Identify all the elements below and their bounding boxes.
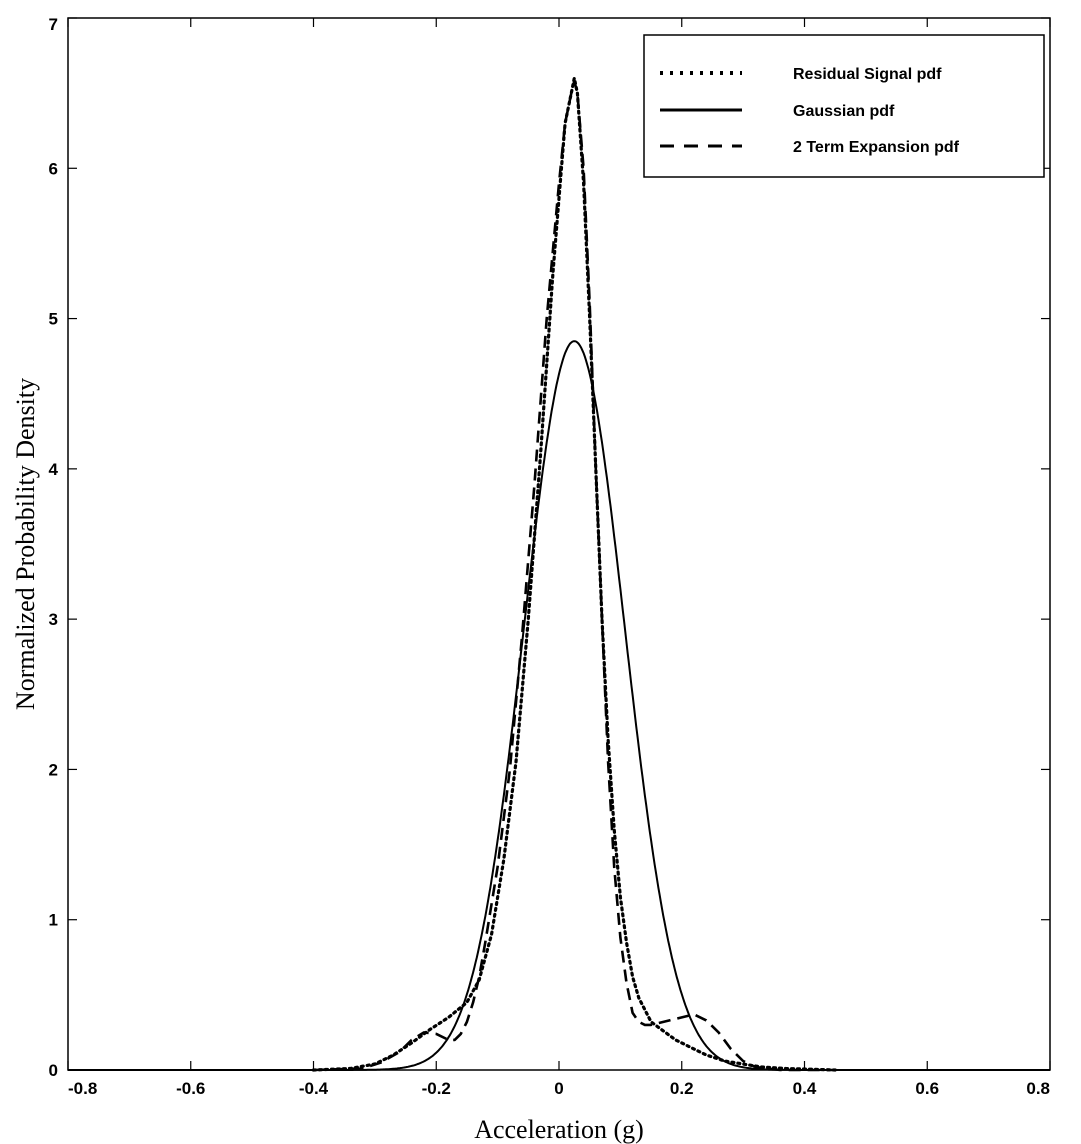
series-residual-line <box>311 76 837 1072</box>
x-tick-label: 0.8 <box>1026 1079 1050 1098</box>
axes-frame <box>67 17 1051 1071</box>
y-tick-label: 6 <box>49 159 58 178</box>
x-tick-label: -0.4 <box>299 1079 329 1098</box>
y-axis-title: Normalized Probability Density <box>11 378 40 710</box>
x-tick-label: -0.8 <box>68 1079 97 1098</box>
y-tick-label: 4 <box>49 460 59 479</box>
y-tick-label: 2 <box>49 760 58 779</box>
legend-label-gaussian: Gaussian pdf <box>793 103 895 120</box>
plot-area <box>68 76 1050 1072</box>
legend-label-expansion: 2 Term Expansion pdf <box>793 139 960 156</box>
legend: Residual Signal pdf Gaussian pdf 2 Term … <box>643 34 1045 178</box>
y-tick-label: 1 <box>49 911 58 930</box>
x-tick-label: -0.2 <box>422 1079 451 1098</box>
y-tick-label: 3 <box>49 610 58 629</box>
legend-box <box>643 34 1045 178</box>
legend-label-residual: Residual Signal pdf <box>793 66 942 83</box>
y-tick-label: 0 <box>49 1061 58 1080</box>
x-tick-label: 0.2 <box>670 1079 694 1098</box>
y-tick-label: 5 <box>49 310 58 329</box>
x-axis-title: Acceleration (g) <box>474 1115 644 1144</box>
x-tick-label: 0.6 <box>915 1079 939 1098</box>
axis-ticks: -0.8 -0.6 -0.4 -0.2 0 0.2 0.4 0.6 0.8 0 1 2 3 4 5 6 7 <box>49 15 1051 1098</box>
y-tick-label: 7 <box>49 15 58 34</box>
series-gaussian-line <box>68 340 1050 1071</box>
series-expansion-line <box>313 79 836 1072</box>
x-tick-label: -0.6 <box>176 1079 205 1098</box>
x-tick-label: 0.4 <box>793 1079 817 1098</box>
x-tick-label: 0 <box>554 1079 563 1098</box>
